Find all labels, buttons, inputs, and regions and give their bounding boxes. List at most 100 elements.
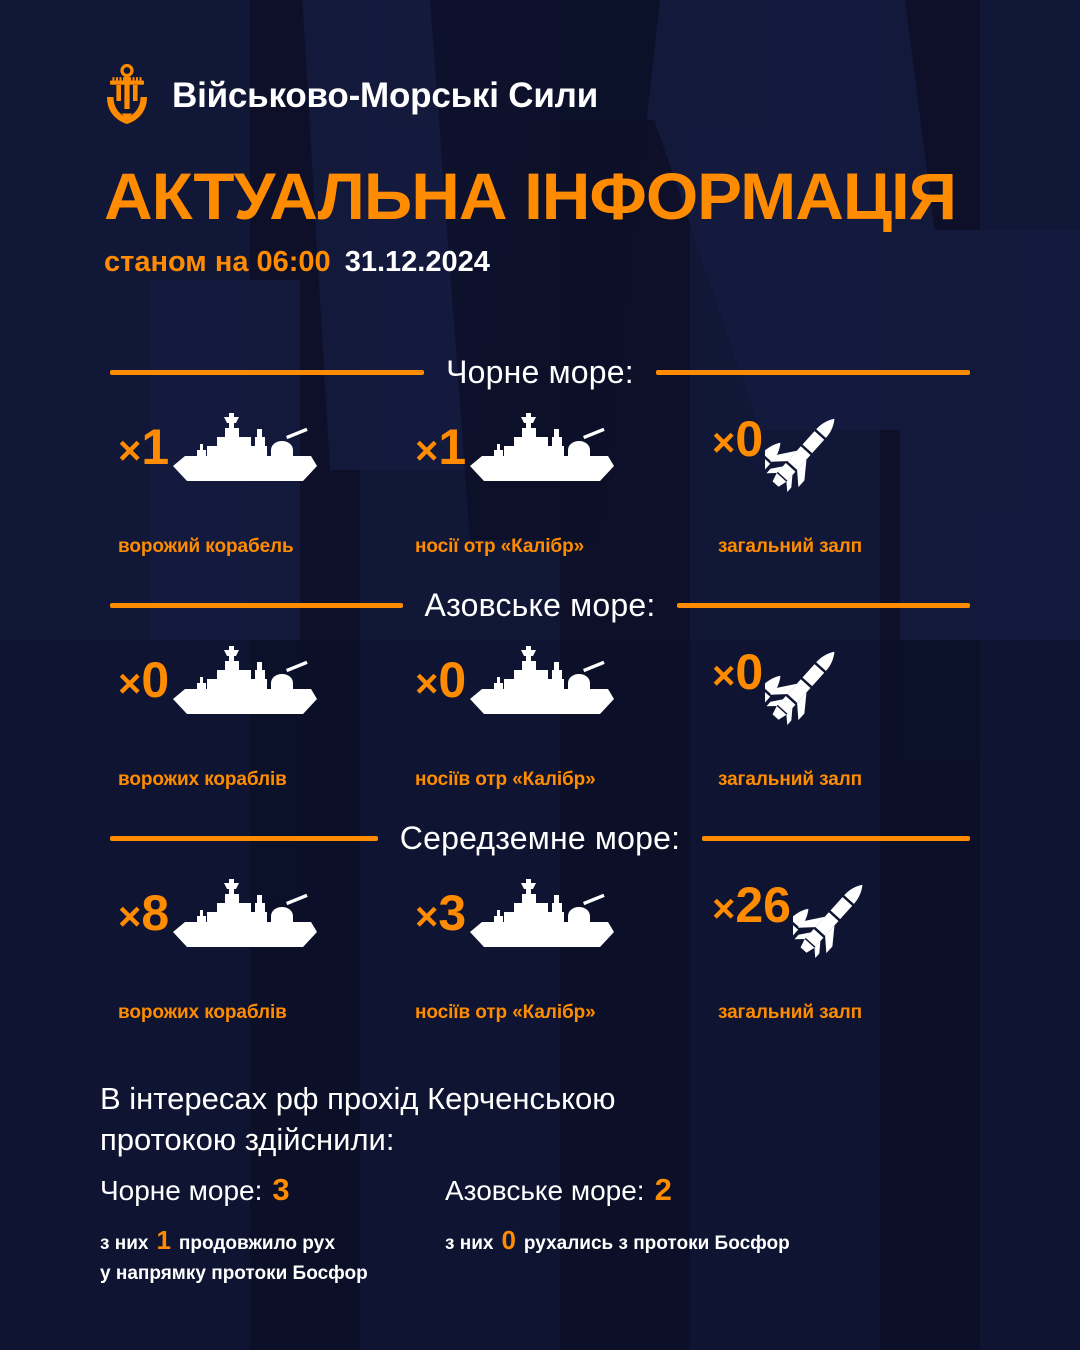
sea-name: Середземне море: xyxy=(399,820,681,856)
metric-cell-3: ×0 загальний залп xyxy=(712,410,962,560)
multiplier-symbol: × xyxy=(415,895,439,939)
metric-count: ×1 xyxy=(118,422,169,472)
multiplier-symbol: × xyxy=(415,662,439,706)
metric-value: 1 xyxy=(141,419,170,475)
metric-value: 0 xyxy=(735,644,764,700)
brand-header: Військово-Морські Сили xyxy=(104,64,598,126)
warship-icon xyxy=(171,876,321,950)
metric-count: ×1 xyxy=(415,422,466,472)
sea-section-3: Середземне море: ×8 ворожих кораблів ×3 носі… xyxy=(0,818,1080,1026)
metric-cell-3: ×0 загальний залп xyxy=(712,643,962,793)
kerch-black-sea-sub: з них 1 продовжило рух у напрямку протоки … xyxy=(100,1222,368,1287)
multiplier-symbol: × xyxy=(118,429,142,473)
metric-value: 0 xyxy=(735,411,764,467)
warship-icon xyxy=(171,643,321,717)
metric-label: ворожих кораблів xyxy=(118,1002,287,1023)
sea-section-2: Азовське море: ×0 ворожих кораблів ×0 носіїв… xyxy=(0,585,1080,793)
brand-title: Військово-Морські Сили xyxy=(172,75,599,115)
kerch-azov-sea-sub-text-1: рухались з протоки Босфор xyxy=(523,1233,790,1254)
sea-header: Азовське море: xyxy=(0,585,1080,625)
metric-cell-2: ×3 носіїв отр «Калібр» xyxy=(415,876,665,1026)
warship-icon xyxy=(171,410,321,484)
metric-value: 1 xyxy=(438,419,467,475)
multiplier-symbol: × xyxy=(712,421,736,465)
metric-count: ×3 xyxy=(415,888,466,938)
metric-label: загальний залп xyxy=(718,769,863,790)
kerch-azov-sea-stat: Азовське море: 2 з них 0 рухались з протоки… xyxy=(445,1174,790,1260)
sea-header: Середземне море: xyxy=(0,818,1080,858)
divider-rule-right xyxy=(655,369,971,375)
kerch-black-sea-sub-text-1: продовжило рух xyxy=(178,1233,336,1254)
as-of-line: станом на 06:00 31.12.2024 xyxy=(104,248,490,277)
warship-icon xyxy=(468,410,618,484)
multiplier-symbol: × xyxy=(415,429,439,473)
sea-name: Чорне море: xyxy=(446,354,634,390)
sea-section-1: Чорне море: ×1 ворожий корабель ×1 носії отр… xyxy=(0,352,1080,560)
metric-row: ×1 xyxy=(415,410,665,520)
kerch-azov-sea-value: 2 xyxy=(654,1172,672,1207)
metric-value: 0 xyxy=(438,652,467,708)
as-of-label: станом на 06:00 xyxy=(104,246,331,278)
metric-label: носії отр «Калібр» xyxy=(415,536,585,557)
kerch-azov-sea-sub: з них 0 рухались з протоки Босфор xyxy=(445,1222,790,1260)
kerch-azov-sea-sub-prefix: з них xyxy=(445,1233,494,1254)
metric-count: ×0 xyxy=(712,414,763,464)
kerch-black-sea-value: 3 xyxy=(272,1172,290,1207)
metric-count: ×0 xyxy=(415,655,466,705)
kerch-black-sea-stat: Чорне море: 3 з них 1 продовжило рух у напр… xyxy=(100,1174,368,1287)
metric-row: ×0 xyxy=(415,643,665,753)
divider-rule-right xyxy=(677,602,970,608)
sea-metrics-row: ×0 ворожих кораблів ×0 носіїв отр «Калібр» ×… xyxy=(0,643,1080,793)
metric-count: ×8 xyxy=(118,888,169,938)
kerch-azov-sea-head: Азовське море: 2 xyxy=(445,1174,790,1205)
warship-icon xyxy=(468,876,618,950)
metric-label: носіїв отр «Калібр» xyxy=(415,769,596,790)
kerch-azov-sea-sub-value: 0 xyxy=(501,1225,516,1255)
metric-value: 8 xyxy=(141,885,170,941)
metric-row: ×0 xyxy=(712,643,962,753)
kerch-black-sea-sub-text-2: у напрямку протоки Босфор xyxy=(100,1262,368,1284)
kerch-black-sea-sub-prefix: з них xyxy=(100,1233,149,1254)
metric-label: загальний залп xyxy=(718,1002,863,1023)
kerch-black-sea-head: Чорне море: 3 xyxy=(100,1174,368,1205)
metric-label: носіїв отр «Калібр» xyxy=(415,1002,596,1023)
metric-row: ×0 xyxy=(712,410,962,520)
metric-label: ворожий корабель xyxy=(118,536,294,557)
metric-count: ×26 xyxy=(712,880,791,930)
multiplier-symbol: × xyxy=(712,654,736,698)
metric-row: ×0 xyxy=(118,643,368,753)
multiplier-symbol: × xyxy=(118,895,142,939)
kerch-azov-sea-label: Азовське море: xyxy=(445,1175,645,1206)
metric-cell-1: ×8 ворожих кораблів xyxy=(118,876,368,1026)
metric-value: 3 xyxy=(438,885,467,941)
kerch-black-sea-sub-value: 1 xyxy=(156,1225,171,1255)
kerch-black-sea-label: Чорне море: xyxy=(100,1175,263,1206)
multiplier-symbol: × xyxy=(118,662,142,706)
metric-cell-1: ×0 ворожих кораблів xyxy=(118,643,368,793)
page-title: АКТУАЛЬНА ІНФОРМАЦІЯ xyxy=(104,159,957,233)
sea-name: Азовське море: xyxy=(424,587,656,623)
divider-rule-left xyxy=(110,602,403,608)
metric-count: ×0 xyxy=(712,647,763,697)
warship-icon xyxy=(468,643,618,717)
metric-row: ×1 xyxy=(118,410,368,520)
metric-cell-1: ×1 ворожий корабель xyxy=(118,410,368,560)
sea-header: Чорне море: xyxy=(0,352,1080,392)
missiles-icon xyxy=(765,643,915,755)
metric-value: 0 xyxy=(141,652,170,708)
metric-cell-2: ×1 носії отр «Калібр» xyxy=(415,410,665,560)
as-of-date: 31.12.2024 xyxy=(344,246,490,278)
kerch-strait-title: В інтересах рф прохід Керченською проток… xyxy=(100,1081,616,1158)
divider-rule-right xyxy=(702,835,971,841)
metric-cell-3: ×26 загальний залп xyxy=(712,876,962,1026)
metric-row: ×8 xyxy=(118,876,368,986)
metric-value: 26 xyxy=(735,877,791,933)
metric-cell-2: ×0 носіїв отр «Калібр» xyxy=(415,643,665,793)
metric-row: ×3 xyxy=(415,876,665,986)
divider-rule-left xyxy=(110,835,378,841)
metric-row: ×26 xyxy=(712,876,962,986)
multiplier-symbol: × xyxy=(712,887,736,931)
missiles-icon xyxy=(765,410,915,522)
navy-anchor-trident-icon xyxy=(104,64,150,126)
